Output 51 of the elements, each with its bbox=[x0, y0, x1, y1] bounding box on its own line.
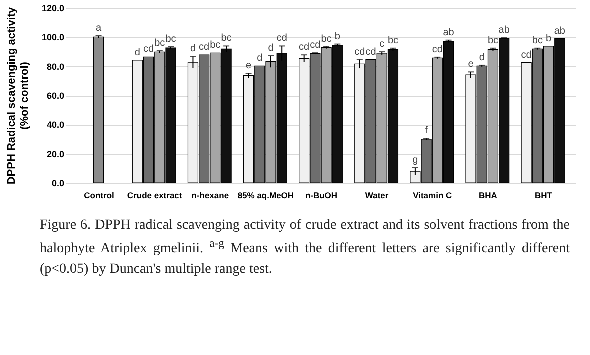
data-label: d bbox=[479, 52, 485, 64]
data-label: ab bbox=[498, 25, 510, 36]
data-label: cd bbox=[199, 42, 210, 54]
data-label: g bbox=[412, 154, 418, 166]
y-tick-label: 60.0 bbox=[46, 91, 64, 101]
x-tick-label: n-hexane bbox=[192, 190, 230, 200]
y-tick-label: 0.0 bbox=[52, 178, 64, 188]
x-tick-label: BHA bbox=[478, 190, 498, 200]
data-label: bc bbox=[532, 35, 543, 46]
data-label: cd bbox=[310, 40, 321, 52]
y-tick-label: 100.0 bbox=[42, 32, 64, 43]
x-tick-label: 85% aq.MeOH bbox=[238, 190, 294, 200]
x-tick-label: BHT bbox=[534, 190, 554, 200]
data-label: cd bbox=[521, 50, 532, 61]
data-label: d bbox=[134, 48, 140, 58]
data-label: e bbox=[468, 59, 474, 70]
data-label: bc bbox=[488, 35, 499, 46]
data-label: b bbox=[334, 31, 341, 42]
data-label: bc bbox=[210, 40, 221, 52]
y-tick-label: 120.0 bbox=[42, 4, 64, 14]
data-label: f bbox=[425, 126, 428, 137]
data-label: cd bbox=[354, 46, 366, 58]
x-tick-label: Vitamin C bbox=[413, 190, 452, 200]
data-label: d bbox=[190, 44, 196, 55]
caption: Figure 6. DPPH radical scavenging activity of crude extract and its solvent fractions from the halophyte Atriplex gmelinii. $^{a-g}$ Means with the different letters are significantly different (p<0.05) by Duncan's multiple range test. bbox=[40, 217, 570, 280]
data-label: ab bbox=[554, 26, 566, 37]
y-tick-label: 40.0 bbox=[46, 120, 64, 130]
data-label: bc bbox=[221, 33, 232, 44]
y-axis-title: DPPH Radical scavenging activity (%of control) bbox=[6, 6, 31, 185]
y-tick-label: 20.0 bbox=[46, 149, 64, 160]
data-label: b bbox=[546, 34, 552, 44]
x-tick-label: Crude extract bbox=[127, 190, 182, 200]
data-label: bc bbox=[154, 38, 166, 50]
data-label: bc bbox=[388, 35, 399, 46]
data-label: bc bbox=[166, 34, 176, 45]
y-tick-label: 80.0 bbox=[46, 62, 64, 72]
x-tick-label: Water bbox=[365, 190, 390, 200]
data-label: d bbox=[268, 42, 274, 54]
data-label: cd bbox=[143, 44, 154, 56]
data-label: cd bbox=[276, 33, 288, 44]
data-label: a bbox=[96, 23, 102, 34]
data-label: d bbox=[257, 53, 263, 64]
x-tick-label: n-BuOH bbox=[305, 190, 338, 200]
data-label: ab bbox=[443, 27, 455, 38]
x-tick-label: Control bbox=[84, 190, 114, 200]
data-label: cd bbox=[299, 42, 310, 54]
data-label: cd bbox=[366, 46, 376, 58]
data-label: bc bbox=[321, 34, 332, 45]
data-label: e bbox=[246, 60, 252, 72]
data-label: cd bbox=[432, 44, 443, 56]
data-label: c bbox=[380, 39, 385, 50]
